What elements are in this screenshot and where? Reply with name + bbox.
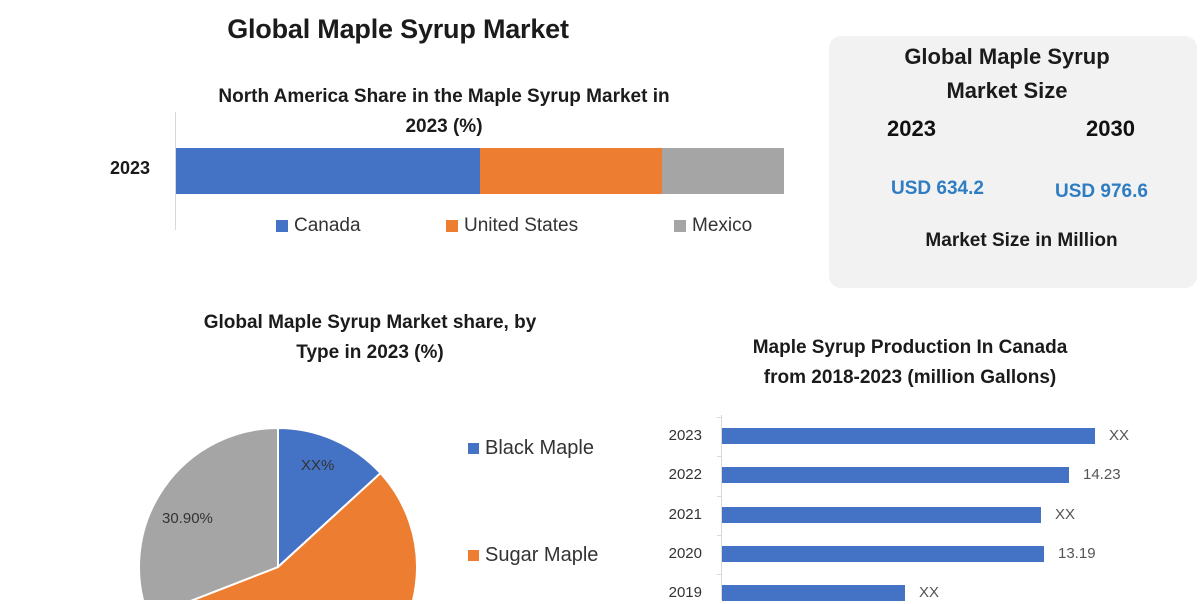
legend-label: Black Maple [485,437,594,459]
type-share-title-line1: Global Maple Syrup Market share, by [203,312,537,333]
production-title: Maple Syrup Production In Canada from 20… [690,333,1130,393]
market-size-title-line2: Market Size [946,78,1068,103]
production-title-line2: from 2018-2023 (million Gallons) [763,367,1057,388]
pie-legend-black-maple: Black Maple [468,437,594,460]
production-value-label: XX [1109,427,1130,444]
production-row: 2019 XX [640,584,1200,604]
production-value-label: 13.19 [1058,545,1096,562]
production-row: 2021 XX [640,506,1200,526]
na-year-label: 2023 [109,158,151,178]
na-legend-canada: Canada [276,215,361,237]
market-size-year-2030: 2030 [1086,116,1135,141]
pie-slice-black-maple [277,426,382,570]
production-value-label: XX [1055,506,1076,523]
production-row: 2020 13.19 [640,545,1200,565]
legend-swatch-icon [468,443,479,454]
type-share-title-line2: Type in 2023 (%) [296,342,444,363]
type-share-title: Global Maple Syrup Market share, by Type… [150,308,590,368]
na-stacked-bar [176,148,784,194]
production-year-label: 2023 [668,427,702,444]
production-value-label: XX [919,584,940,601]
pie-legend-sugar-maple: Sugar Maple [468,544,598,567]
production-value-label: 14.23 [1083,466,1121,483]
production-bar [722,546,1044,562]
production-row: 2023 XX [640,427,1200,447]
production-year-label: 2020 [668,545,702,562]
axis-tick [717,417,722,418]
market-size-footer: Market Size in Million [925,230,1118,251]
na-legend-mexico: Mexico [674,215,752,237]
axis-tick [717,535,722,536]
axis-tick [717,456,722,457]
market-size-value-2030: USD 976.6 [1055,181,1148,202]
axis-tick [717,574,722,575]
legend-swatch-icon [468,550,479,561]
production-year-label: 2021 [668,506,702,523]
production-title-line1: Maple Syrup Production In Canada [752,337,1068,358]
legend-label: Canada [294,215,361,236]
production-bar [722,428,1095,444]
page-title: Global Maple Syrup Market [227,14,569,44]
pie-slice-sugar-maple [190,471,418,600]
production-bar [722,585,905,601]
na-axis [175,112,176,230]
production-bar [722,507,1041,523]
axis-tick [717,496,722,497]
production-bar [722,467,1069,483]
production-axis [721,415,722,600]
na-segment-mexico [662,148,784,194]
market-size-title: Global Maple Syrup Market Size [829,40,1185,108]
legend-swatch-icon [276,220,288,232]
na-title-line1: North America Share in the Maple Syrup M… [218,86,670,107]
market-size-card [829,36,1197,288]
pie-label-other: 30.90% [162,510,213,527]
market-size-value-2023: USD 634.2 [891,178,984,199]
market-size-title-line1: Global Maple Syrup [904,44,1110,69]
legend-swatch-icon [674,220,686,232]
na-segment-canada [176,148,480,194]
production-year-label: 2022 [668,466,702,483]
production-row: 2022 14.23 [640,466,1200,486]
legend-label: Sugar Maple [485,544,599,566]
na-segment-united-states [480,148,663,194]
legend-label: United States [464,215,579,236]
market-size-year-2023: 2023 [887,116,936,141]
production-year-label: 2019 [668,584,702,601]
pie-label-black-maple: XX% [301,457,335,474]
na-legend-united-states: United States [446,215,578,237]
na-title-line2: 2023 (%) [405,116,483,137]
na-chart-title: North America Share in the Maple Syrup M… [150,82,738,142]
legend-swatch-icon [446,220,458,232]
legend-label: Mexico [692,215,753,236]
